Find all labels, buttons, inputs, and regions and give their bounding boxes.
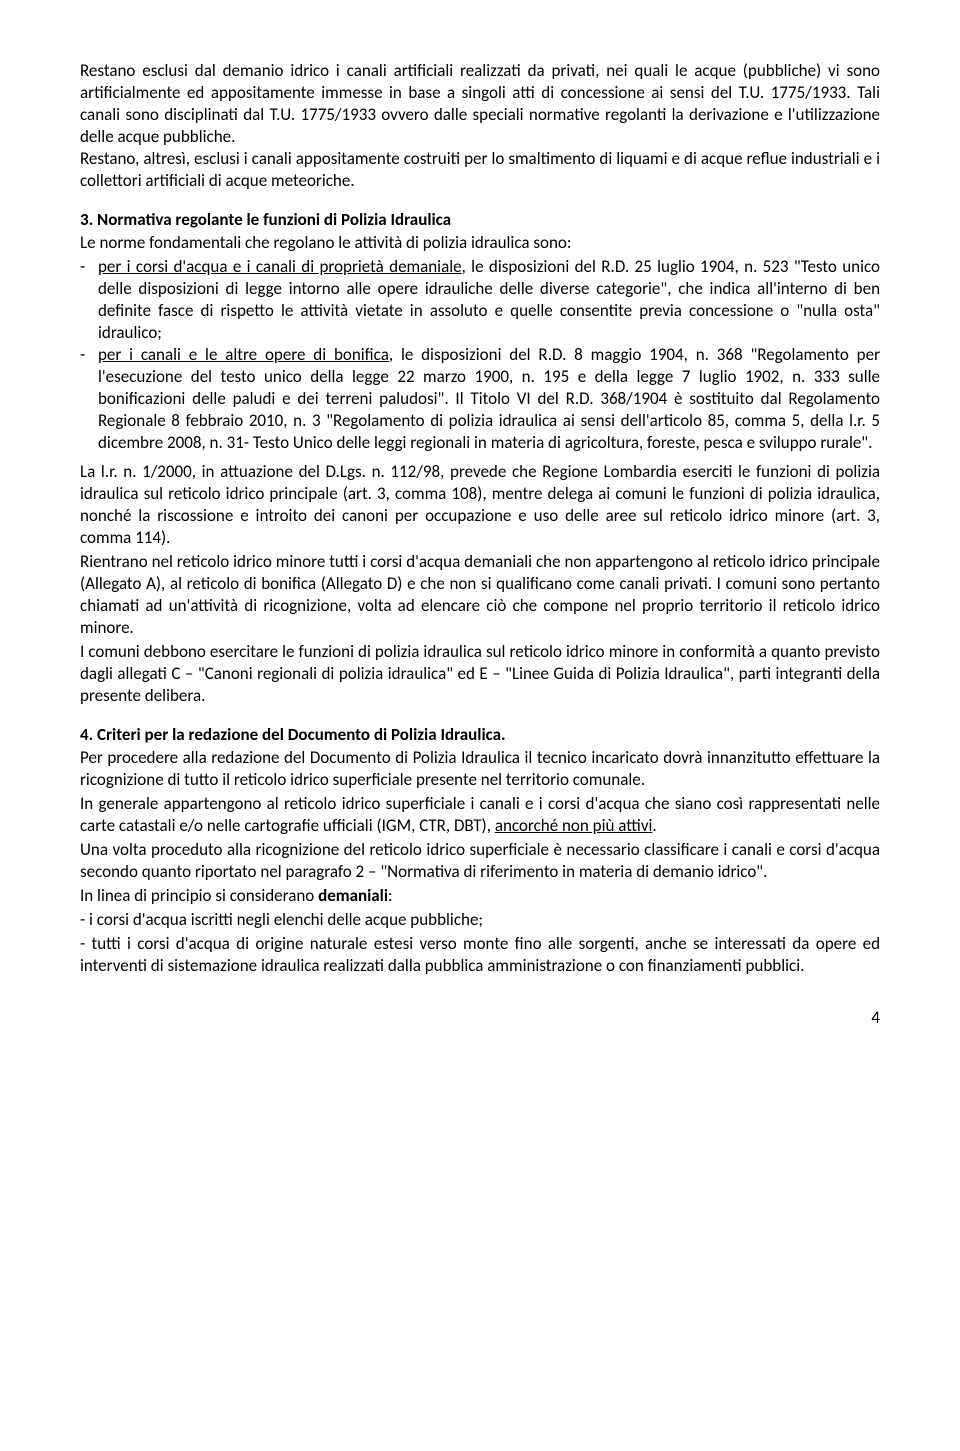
paragraph: Rientrano nel reticolo idrico minore tut… [80, 551, 880, 639]
underlined-text: per i canali e le altre opere di bonific… [98, 344, 389, 365]
text: Restano, altresì, esclusi i canali appos… [80, 148, 880, 191]
dash-icon: - [80, 344, 98, 454]
text: . [652, 815, 656, 836]
text: In linea di principio si considerano [80, 885, 318, 906]
section-3-intro: Le norme fondamentali che regolano le at… [80, 232, 880, 254]
text: In generale appartengono al reticolo idr… [80, 793, 880, 836]
list-item: - per i canali e le altre opere di bonif… [80, 344, 880, 454]
list-item: - per i corsi d'acqua e i canali di prop… [80, 256, 880, 344]
heading-4: 4. Criteri per la redazione del Document… [80, 724, 880, 745]
list: - per i corsi d'acqua e i canali di prop… [80, 256, 880, 455]
paragraph: La l.r. n. 1/2000, in attuazione del D.L… [80, 461, 880, 549]
list-line: - tutti i corsi d'acqua di origine natur… [80, 933, 880, 977]
text: Restano esclusi dal demanio idrico i can… [80, 60, 880, 147]
paragraph: I comuni debbono esercitare le funzioni … [80, 641, 880, 707]
heading-3: 3. Normativa regolante le funzioni di Po… [80, 209, 880, 230]
dash-icon: - [80, 256, 98, 344]
page-number: 4 [80, 1007, 880, 1028]
document-page: Restano esclusi dal demanio idrico i can… [0, 0, 960, 1068]
list-text: per i corsi d'acqua e i canali di propri… [98, 256, 880, 344]
text: : [388, 885, 393, 906]
underlined-text: per i corsi d'acqua e i canali di propri… [98, 256, 462, 277]
bold-text: demaniali [318, 885, 388, 906]
underlined-text: ancorché non più attivi [495, 815, 653, 836]
paragraph-intro: Restano esclusi dal demanio idrico i can… [80, 60, 880, 193]
section-3: 3. Normativa regolante le funzioni di Po… [80, 209, 880, 708]
list-line: - i corsi d'acqua iscritti negli elenchi… [80, 909, 880, 931]
paragraph: In generale appartengono al reticolo idr… [80, 793, 880, 837]
list-text: per i canali e le altre opere di bonific… [98, 344, 880, 454]
paragraph: Una volta proceduto alla ricognizione de… [80, 839, 880, 883]
section-4: 4. Criteri per la redazione del Document… [80, 724, 880, 978]
paragraph: Per procedere alla redazione del Documen… [80, 747, 880, 791]
paragraph: In linea di principio si considerano dem… [80, 885, 880, 907]
